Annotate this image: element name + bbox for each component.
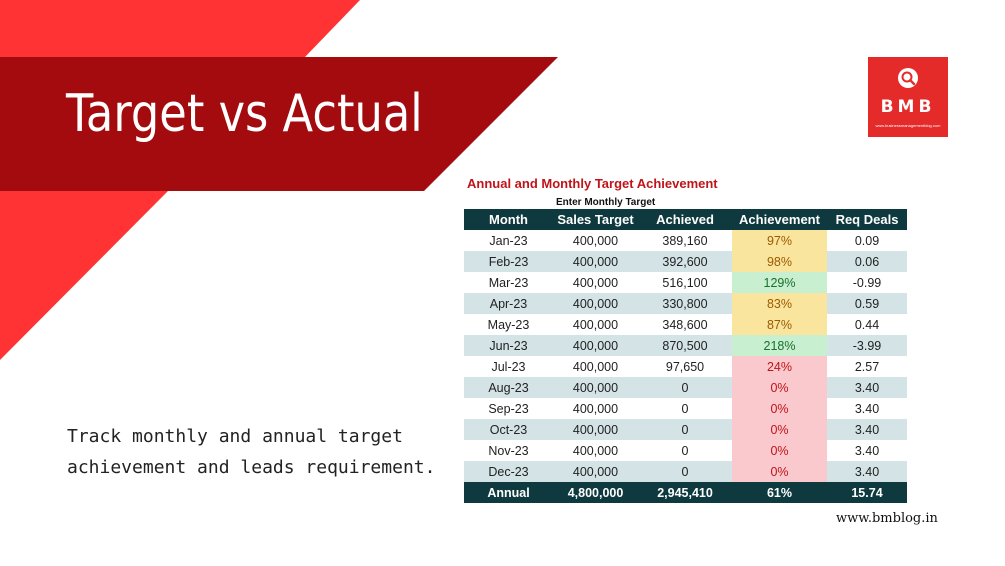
total-target: 4,800,000 — [553, 482, 638, 503]
cell-req-deals: 3.40 — [827, 377, 907, 398]
table-row: Oct-23 400,000 0 0% 3.40 — [464, 419, 907, 440]
cell-target: 400,000 — [553, 293, 638, 314]
cell-achievement: 0% — [732, 377, 827, 398]
cell-achieved: 348,600 — [638, 314, 732, 335]
cell-req-deals: -0.99 — [827, 272, 907, 293]
bmb-logo: BMB www.businessmanagementblog.com — [868, 57, 948, 137]
cell-month: Dec-23 — [464, 461, 553, 482]
cell-achievement: 83% — [732, 293, 827, 314]
table-row: Mar-23 400,000 516,100 129% -0.99 — [464, 272, 907, 293]
table-row: Sep-23 400,000 0 0% 3.40 — [464, 398, 907, 419]
table-row: May-23 400,000 348,600 87% 0.44 — [464, 314, 907, 335]
table-row: Aug-23 400,000 0 0% 3.40 — [464, 377, 907, 398]
header-sales-target: Sales Target — [553, 209, 638, 230]
cell-req-deals: -3.99 — [827, 335, 907, 356]
cell-achieved: 870,500 — [638, 335, 732, 356]
cell-req-deals: 0.59 — [827, 293, 907, 314]
header-month: Month — [464, 209, 553, 230]
cell-month: Apr-23 — [464, 293, 553, 314]
logo-text: BMB — [880, 97, 936, 117]
table-row: Feb-23 400,000 392,600 98% 0.06 — [464, 251, 907, 272]
cell-month: Aug-23 — [464, 377, 553, 398]
logo-subtitle: www.businessmanagementblog.com — [875, 123, 941, 128]
bright-red-triangle-top — [0, 0, 360, 57]
cell-req-deals: 2.57 — [827, 356, 907, 377]
total-req-deals: 15.74 — [827, 482, 907, 503]
header-achievement: Achievement — [732, 209, 827, 230]
cell-achieved: 0 — [638, 440, 732, 461]
total-achievement: 61% — [732, 482, 827, 503]
cell-achieved: 0 — [638, 398, 732, 419]
table-row: Dec-23 400,000 0 0% 3.40 — [464, 461, 907, 482]
cell-target: 400,000 — [553, 230, 638, 251]
cell-month: Nov-23 — [464, 440, 553, 461]
footer-url: www.bmblog.in — [836, 511, 938, 526]
cell-month: Jul-23 — [464, 356, 553, 377]
cell-achieved: 0 — [638, 419, 732, 440]
cell-req-deals: 0.09 — [827, 230, 907, 251]
cell-achieved: 516,100 — [638, 272, 732, 293]
table-title: Annual and Monthly Target Achievement — [467, 176, 718, 191]
cell-target: 400,000 — [553, 335, 638, 356]
cell-achievement: 0% — [732, 419, 827, 440]
cell-target: 400,000 — [553, 377, 638, 398]
cell-achievement: 218% — [732, 335, 827, 356]
cell-target: 400,000 — [553, 398, 638, 419]
cell-req-deals: 3.40 — [827, 398, 907, 419]
description-text: Track monthly and annual target achievem… — [67, 426, 436, 478]
cell-month: Sep-23 — [464, 398, 553, 419]
cell-achieved: 97,650 — [638, 356, 732, 377]
dark-red-banner — [0, 57, 558, 191]
table-total-row: Annual 4,800,000 2,945,410 61% 15.74 — [464, 482, 907, 503]
header-req-deals: Req Deals — [827, 209, 907, 230]
cell-target: 400,000 — [553, 440, 638, 461]
cell-achieved: 0 — [638, 461, 732, 482]
magnifier-icon — [898, 68, 918, 88]
cell-target: 400,000 — [553, 314, 638, 335]
cell-achievement: 0% — [732, 440, 827, 461]
page-title: Target vs Actual — [66, 84, 423, 144]
cell-target: 400,000 — [553, 356, 638, 377]
cell-target: 400,000 — [553, 419, 638, 440]
cell-req-deals: 3.40 — [827, 419, 907, 440]
table-header-row: Month Sales Target Achieved Achievement … — [464, 209, 907, 230]
cell-achievement: 97% — [732, 230, 827, 251]
cell-achievement: 0% — [732, 398, 827, 419]
cell-achievement: 129% — [732, 272, 827, 293]
cell-target: 400,000 — [553, 461, 638, 482]
table-row: Apr-23 400,000 330,800 83% 0.59 — [464, 293, 907, 314]
cell-achieved: 330,800 — [638, 293, 732, 314]
cell-month: Jan-23 — [464, 230, 553, 251]
cell-achievement: 87% — [732, 314, 827, 335]
table-row: Nov-23 400,000 0 0% 3.40 — [464, 440, 907, 461]
cell-achieved: 392,600 — [638, 251, 732, 272]
total-achieved: 2,945,410 — [638, 482, 732, 503]
total-month: Annual — [464, 482, 553, 503]
table-row: Jun-23 400,000 870,500 218% -3.99 — [464, 335, 907, 356]
header-achieved: Achieved — [638, 209, 732, 230]
table-row: Jul-23 400,000 97,650 24% 2.57 — [464, 356, 907, 377]
table-row: Jan-23 400,000 389,160 97% 0.09 — [464, 230, 907, 251]
bright-red-triangle-bottom — [0, 191, 168, 360]
cell-month: Oct-23 — [464, 419, 553, 440]
cell-req-deals: 3.40 — [827, 461, 907, 482]
cell-achievement: 0% — [732, 461, 827, 482]
cell-achievement: 24% — [732, 356, 827, 377]
cell-req-deals: 3.40 — [827, 440, 907, 461]
cell-achieved: 389,160 — [638, 230, 732, 251]
cell-achieved: 0 — [638, 377, 732, 398]
cell-req-deals: 0.06 — [827, 251, 907, 272]
cell-month: Feb-23 — [464, 251, 553, 272]
cell-month: May-23 — [464, 314, 553, 335]
cell-target: 400,000 — [553, 272, 638, 293]
cell-month: Jun-23 — [464, 335, 553, 356]
target-achievement-table: Month Sales Target Achieved Achievement … — [464, 209, 907, 503]
cell-req-deals: 0.44 — [827, 314, 907, 335]
cell-target: 400,000 — [553, 251, 638, 272]
table-body: Jan-23 400,000 389,160 97% 0.09 Feb-23 400,000… — [464, 230, 907, 482]
table-subtitle: Enter Monthly Target — [556, 197, 656, 208]
cell-month: Mar-23 — [464, 272, 553, 293]
cell-achievement: 98% — [732, 251, 827, 272]
